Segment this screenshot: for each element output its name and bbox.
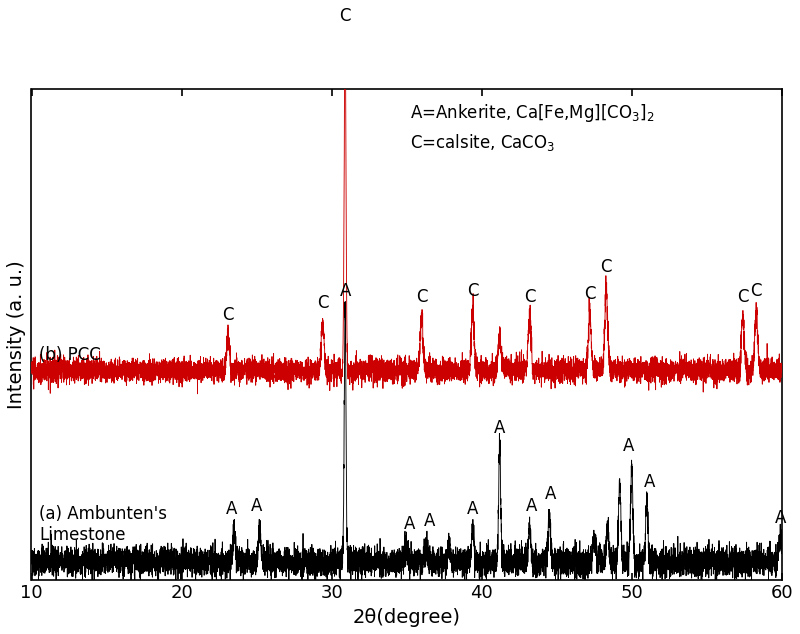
Text: A: A: [774, 509, 786, 527]
Text: (a) Ambunten's
Limestone: (a) Ambunten's Limestone: [39, 505, 167, 544]
Text: A: A: [423, 512, 435, 530]
Text: C: C: [601, 258, 612, 276]
Text: C: C: [467, 281, 478, 300]
Text: C: C: [222, 306, 234, 324]
Text: C: C: [524, 288, 535, 306]
Text: A: A: [526, 497, 537, 515]
Text: A: A: [494, 419, 506, 437]
Text: A=Ankerite, Ca[Fe,Mg][CO$_3$]$_2$
C=calsite, CaCO$_3$: A=Ankerite, Ca[Fe,Mg][CO$_3$]$_2$ C=cals…: [410, 101, 655, 153]
Text: A: A: [251, 497, 262, 515]
Text: C: C: [750, 281, 762, 300]
Text: A: A: [644, 473, 655, 491]
Text: A: A: [467, 500, 478, 518]
Text: A: A: [545, 485, 556, 503]
Text: (b) PCC: (b) PCC: [39, 346, 101, 365]
Text: C: C: [416, 288, 427, 306]
Text: C: C: [317, 294, 328, 312]
Y-axis label: Intensity (a. u.): Intensity (a. u.): [7, 260, 26, 409]
Text: A: A: [623, 437, 634, 455]
Text: C: C: [737, 288, 749, 306]
X-axis label: 2θ(degree): 2θ(degree): [353, 608, 461, 627]
Text: C: C: [584, 285, 595, 303]
Text: C: C: [339, 6, 351, 25]
Text: A: A: [404, 515, 415, 533]
Text: A: A: [226, 500, 237, 518]
Text: A: A: [339, 281, 350, 300]
